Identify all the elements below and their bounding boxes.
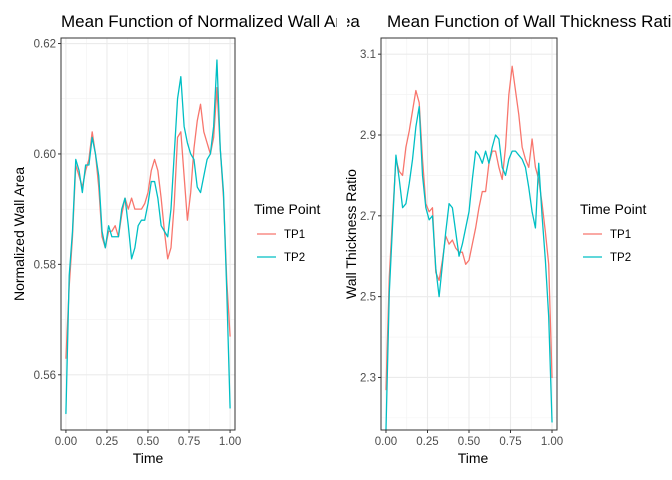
y-axis-ticks: 0.56 0.58 0.60 0.62 — [34, 39, 61, 382]
legend-label-tp2: TP2 — [284, 252, 305, 264]
x-tick-label: 0.00 — [55, 436, 77, 448]
legend-label-tp1: TP1 — [610, 229, 631, 241]
series-lines — [65, 59, 231, 415]
legend-label-tp1: TP1 — [284, 229, 305, 241]
x-axis-ticks: 0.00 0.25 0.50 0.75 1.00 — [55, 430, 241, 448]
title-clip-mask — [337, 0, 347, 40]
chart-wall-thickness-ratio: Mean Function of Wall Thickness Ratio 0.… — [343, 12, 672, 466]
legend: Time Point TP1 TP2 — [254, 201, 321, 264]
y-axis-ticks: 2.3 2.5 2.7 2.9 3.1 — [360, 49, 381, 384]
series-line-tp1 — [385, 65, 553, 391]
y-tick-label: 0.60 — [34, 149, 56, 161]
x-tick-label: 0.25 — [416, 436, 438, 448]
series-line-tp2 — [65, 59, 231, 415]
legend-title: Time Point — [580, 201, 647, 217]
x-tick-label: 0.25 — [96, 436, 118, 448]
chart-title: Mean Function of Wall Thickness Ratio — [387, 12, 672, 31]
y-tick-label: 2.7 — [360, 211, 376, 223]
series-line-tp2 — [385, 106, 553, 431]
x-axis-ticks: 0.00 0.25 0.50 0.75 1.00 — [375, 430, 563, 448]
chart-normalized-wall-area: Mean Function of Normalized Wall Area 0.… — [11, 12, 360, 466]
x-tick-label: 0.00 — [375, 436, 397, 448]
chart-title: Mean Function of Normalized Wall Area — [61, 12, 360, 31]
y-axis-title: Wall Thickness Ratio — [343, 169, 359, 299]
y-tick-label: 0.62 — [34, 39, 56, 51]
series-lines — [385, 65, 553, 431]
major-gridlines — [61, 38, 235, 430]
x-tick-label: 0.75 — [178, 436, 200, 448]
x-tick-label: 1.00 — [541, 436, 563, 448]
x-tick-label: 0.75 — [499, 436, 521, 448]
y-tick-label: 0.58 — [34, 259, 56, 271]
x-tick-label: 1.00 — [219, 436, 241, 448]
x-tick-label: 0.50 — [137, 436, 159, 448]
y-tick-label: 2.9 — [360, 130, 376, 142]
x-tick-label: 0.50 — [458, 436, 480, 448]
y-tick-label: 3.1 — [360, 49, 376, 61]
legend-label-tp2: TP2 — [610, 252, 631, 264]
series-line-tp1 — [65, 87, 231, 359]
y-tick-label: 0.56 — [34, 370, 56, 382]
y-tick-label: 2.3 — [360, 372, 376, 384]
y-axis-title: Normalized Wall Area — [11, 167, 27, 301]
y-tick-label: 2.5 — [360, 292, 376, 304]
legend-title: Time Point — [254, 201, 321, 217]
x-axis-title: Time — [458, 450, 489, 466]
x-axis-title: Time — [133, 450, 164, 466]
legend: Time Point TP1 TP2 — [580, 201, 647, 264]
